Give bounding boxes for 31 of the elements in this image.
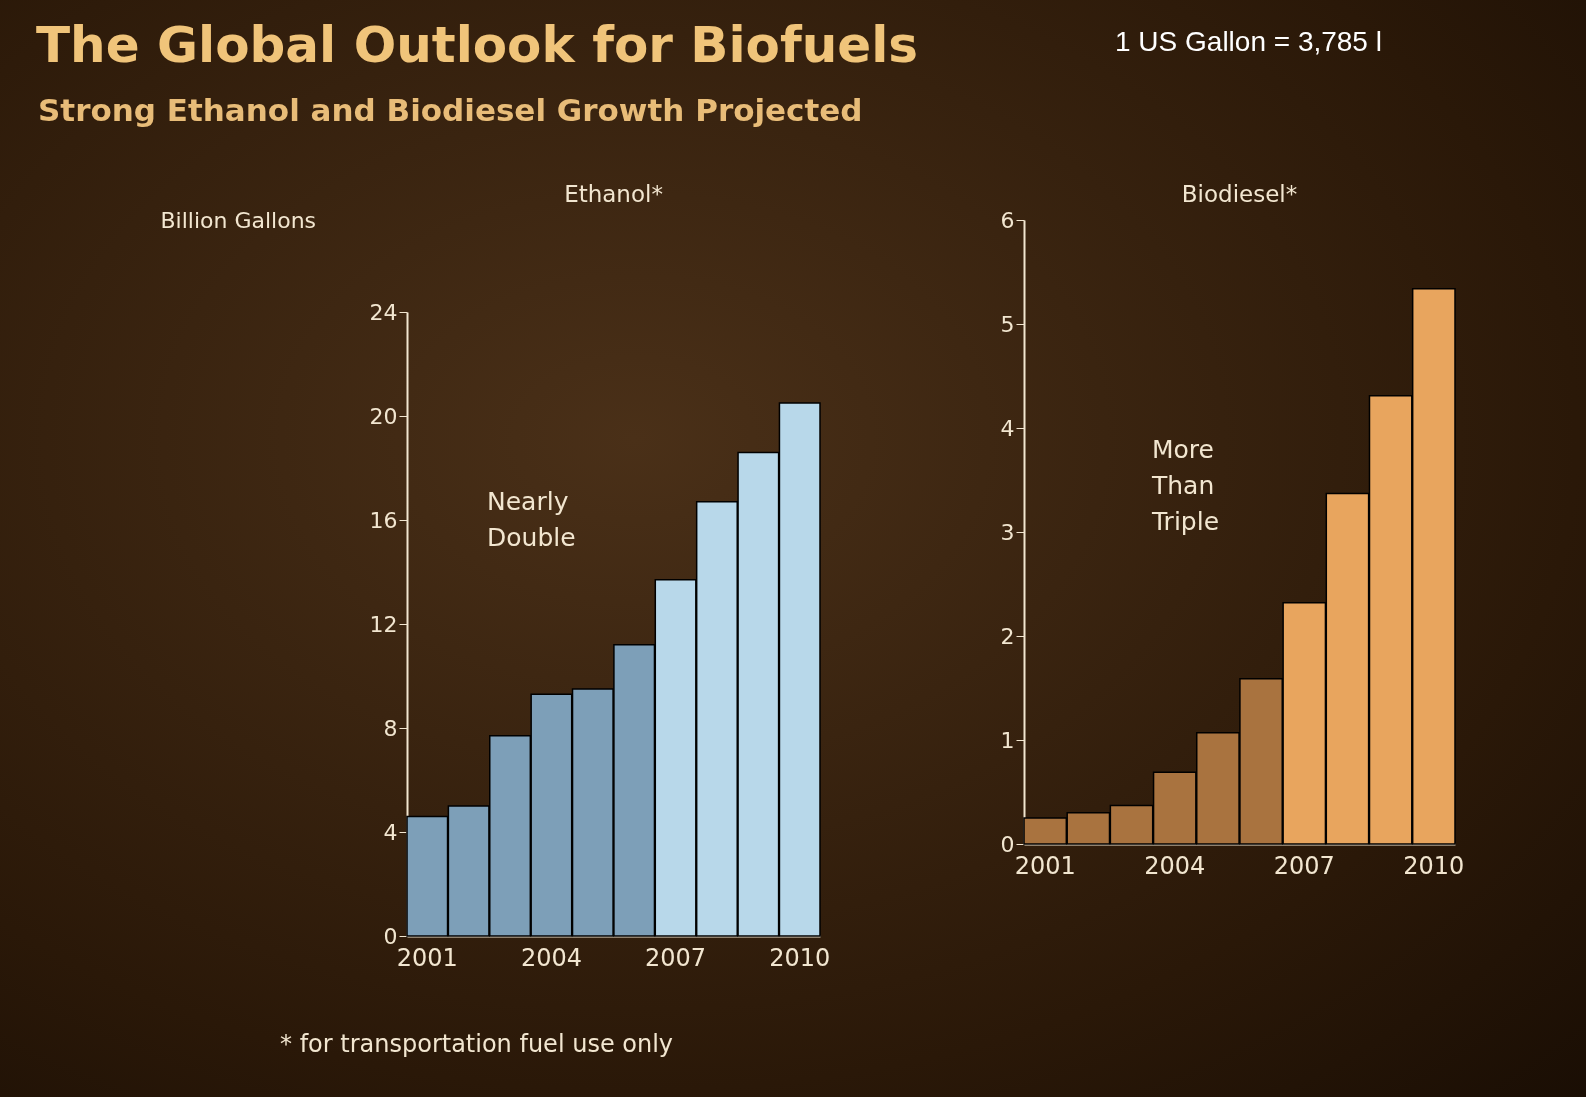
x-tick-label: 2001 (1014, 851, 1076, 880)
y-axis-title: Billion Gallons (160, 207, 317, 233)
text: * for transportation fuel use only (280, 1030, 674, 1058)
annotation: More Than Triple (1151, 435, 1220, 536)
y-tick-label: 20 (369, 403, 398, 429)
y-tick-label: 0 (1000, 831, 1015, 857)
y-tick-label: 5 (1000, 311, 1015, 337)
y-tick-label: 16 (369, 507, 398, 533)
x-tick-label: 2001 (396, 943, 458, 972)
y-tick-label: 12 (369, 611, 398, 637)
y-tick-label: 2 (1000, 623, 1015, 649)
annotation: Nearly Double (487, 487, 576, 552)
y-tick-label: 24 (369, 299, 398, 325)
text: The Global Outlook for Biofuels (36, 16, 919, 74)
x-tick-label: 2010 (769, 943, 831, 972)
chart-title: Biodiesel* (1181, 181, 1298, 207)
y-tick-label: 3 (1000, 519, 1015, 545)
chart-title: Ethanol* (564, 181, 663, 207)
x-tick-label: 2007 (1273, 851, 1335, 880)
y-tick-label: 0 (383, 923, 398, 949)
x-tick-label: 2004 (520, 943, 582, 972)
y-tick-label: 4 (1000, 415, 1015, 441)
y-tick-label: 1 (1000, 727, 1015, 753)
x-tick-label: 2010 (1403, 851, 1465, 880)
y-tick-label: 8 (383, 715, 398, 741)
x-tick-label: 2004 (1144, 851, 1206, 880)
x-tick-label: 2007 (645, 943, 707, 972)
y-tick-label: 4 (383, 819, 398, 845)
text: Strong Ethanol and Biodiesel Growth Projected (38, 92, 863, 128)
text: 1 US Gallon = 3,785 l (1115, 26, 1382, 58)
y-tick-label: 6 (1000, 207, 1015, 233)
